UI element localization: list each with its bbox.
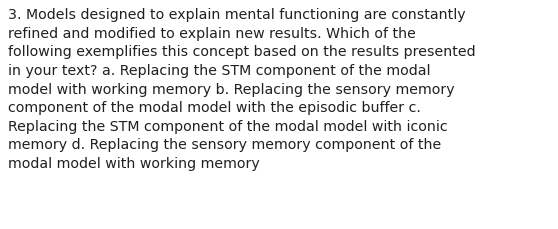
Text: 3. Models designed to explain mental functioning are constantly
refined and modi: 3. Models designed to explain mental fun… bbox=[8, 8, 476, 170]
